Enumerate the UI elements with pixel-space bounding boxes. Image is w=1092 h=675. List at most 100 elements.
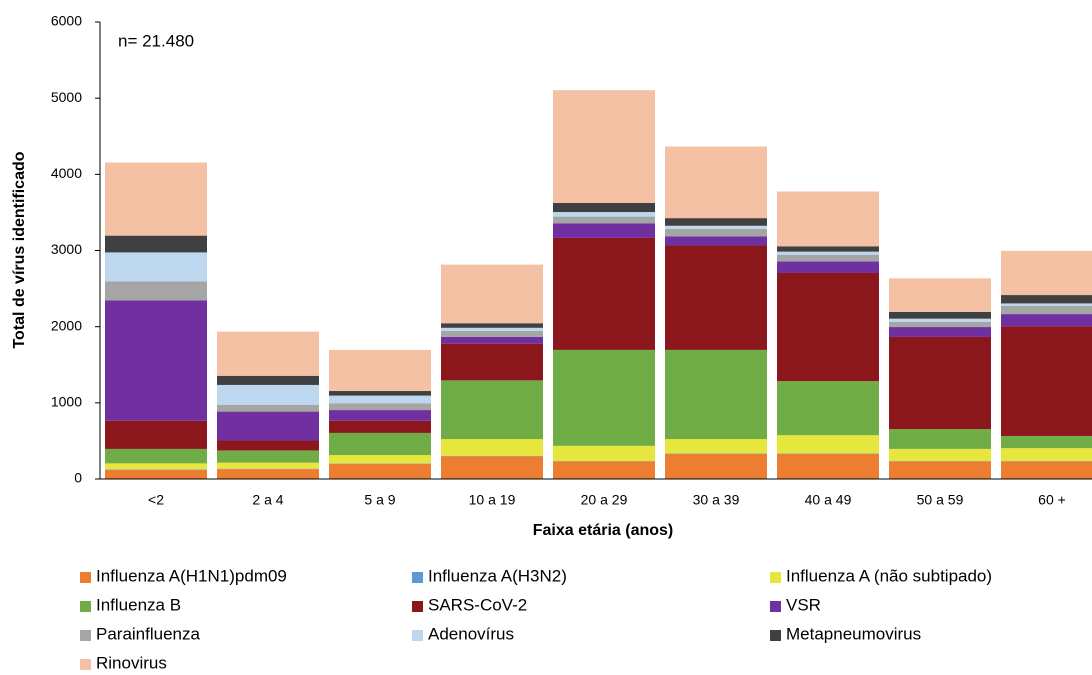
legend-label: Adenovírus [428,624,514,643]
bar-segment [665,453,767,479]
bar-segment [105,281,207,301]
annotation: n= 21.480 [118,31,194,50]
legend-label: Parainfluenza [96,624,201,643]
legend-label: SARS-CoV-2 [428,595,527,614]
bar-segment [441,336,543,344]
bar-segment [665,349,767,440]
bar-segment [329,349,431,392]
bar-segment [105,463,207,470]
legend-swatch [412,572,423,583]
bar-segment [217,375,319,385]
legend-swatch [412,630,423,641]
y-tick-label: 1000 [51,394,82,410]
bar-segment [105,252,207,282]
bar-segment [553,202,655,213]
x-tick-label: 5 a 9 [364,492,395,508]
bar-segment [1001,326,1092,436]
y-tick-label: 0 [74,470,82,486]
bar-segment [441,264,543,324]
bar-segment [777,453,879,479]
legend-label: Influenza A(H1N1)pdm09 [96,566,287,585]
bar-segment [329,420,431,433]
x-tick-label: 60 + [1038,492,1066,508]
bar-segment [665,236,767,246]
y-tick-label: 3000 [51,241,82,257]
bar-segment [329,455,431,464]
bar-segment [217,450,319,463]
x-tick-label: 40 a 49 [805,492,852,508]
x-tick-label: 50 a 59 [917,492,964,508]
x-axis-label: Faixa etária (anos) [533,522,674,539]
legend-swatch [412,601,423,612]
bar-segment [329,395,431,404]
bar-segment [889,321,991,328]
bar-segment [889,278,991,312]
bar-segment [665,245,767,350]
x-tick-label: <2 [148,492,164,508]
bar-segment [441,380,543,440]
x-tick-label: 10 a 19 [469,492,516,508]
bar-segment [553,212,655,217]
bar-segment [777,261,879,273]
bar-segment [665,218,767,226]
bar-segment [777,246,879,252]
bar-segment [217,404,319,412]
bar-segment [889,448,991,462]
bar-segment [441,327,543,331]
bar-segment [105,469,207,479]
bar-segment [105,235,207,253]
bar-segment [889,336,991,430]
bar-segment [105,162,207,236]
y-axis-label: Total de vírus identificado [11,151,28,348]
y-tick-label: 5000 [51,89,82,105]
bar-segment [217,384,319,405]
legend-swatch [80,601,91,612]
bar-segment [777,254,879,262]
bar-segment [889,311,991,319]
bar-segment [441,330,543,337]
legend-label: Influenza B [96,595,181,614]
bar-segment [1001,435,1092,449]
bar-segment [329,391,431,396]
bar-segment [889,429,991,449]
bar-segment [777,435,879,454]
bar-segment [553,349,655,446]
bar-segment [105,420,207,449]
bar-segment [889,461,991,479]
bar-segment [217,411,319,441]
bar-segment [1001,250,1092,296]
y-tick-label: 6000 [51,13,82,29]
y-tick-label: 2000 [51,317,82,333]
legend-swatch [770,572,781,583]
y-tick-label: 4000 [51,165,82,181]
bar-segment [889,318,991,322]
bar-segment [1001,305,1092,315]
bar-segment [1001,448,1092,462]
bar-segment [441,456,543,479]
bar-segment [105,448,207,464]
bar-segment [1001,461,1092,479]
legend-swatch [80,572,91,583]
legend-label: Influenza A (não subtipado) [786,566,992,585]
bar-segment [553,237,655,350]
bar-segment [329,463,431,479]
legend-swatch [770,630,781,641]
bar-segment [441,323,543,328]
bar-segment [1001,303,1092,306]
bar-segment [441,343,543,381]
bar-segment [777,272,879,382]
bar-segment [665,439,767,454]
legend-label: Rinovirus [96,653,167,672]
bar-segment [665,225,767,229]
bar-segment [329,432,431,456]
bar-segment [553,461,655,479]
bar-segment [777,191,879,247]
bar-segment [217,331,319,376]
bar-segment [553,445,655,462]
bar-segment [329,403,431,411]
bar-segment [553,223,655,238]
x-tick-label: 20 a 29 [581,492,628,508]
x-tick-label: 2 a 4 [252,492,283,508]
bar-segment [553,216,655,224]
